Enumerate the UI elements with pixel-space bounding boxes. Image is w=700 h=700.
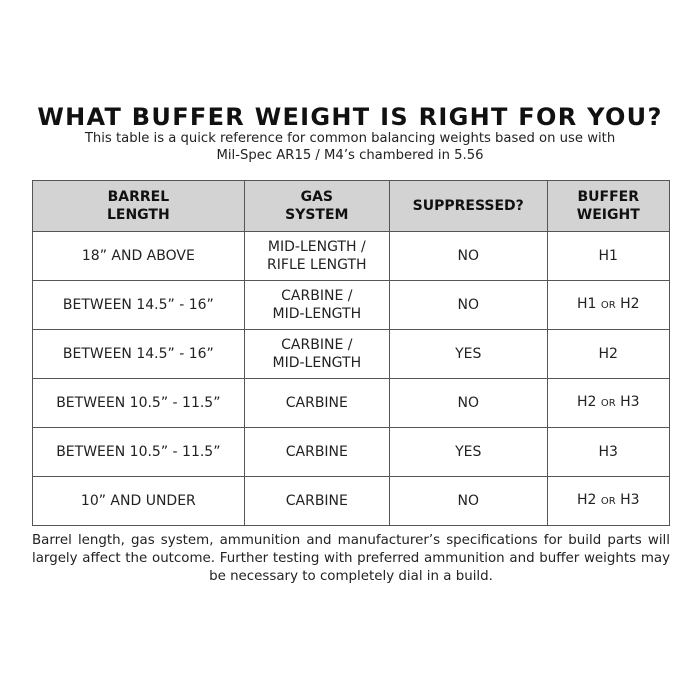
gas-system-line: RIFLE LENGTH: [267, 257, 367, 273]
gas-system-cell: CARBINE / MID-LENGTH: [243, 280, 390, 330]
table-row: BETWEEN 14.5” - 16” CARBINE / MID-LENGTH YE…: [32, 329, 671, 379]
gas-system-cell: CARBINE: [243, 378, 390, 428]
gas-system-cell: MID-LENGTH / RIFLE LENGTH: [243, 231, 390, 281]
table-row: 18” AND ABOVE MID-LENGTH / RIFLE LENGTH NO H…: [32, 231, 671, 281]
buffer-weight-text: H3: [620, 492, 640, 508]
subtitle-line: This table is a quick reference for comm…: [84, 131, 616, 146]
table-row: BETWEEN 10.5” - 11.5” CARBINE YES H3: [32, 427, 671, 477]
suppressed-cell: YES: [388, 329, 548, 379]
gas-system-line: CARBINE: [285, 395, 348, 411]
suppressed-cell: YES: [388, 427, 548, 477]
barrel-length-cell: BETWEEN 14.5” - 16”: [32, 280, 245, 330]
gas-system-cell: CARBINE: [243, 476, 390, 526]
buffer-weight-cell: H1: [546, 231, 671, 281]
footnote: Barrel length, gas system, ammunition an…: [32, 533, 670, 584]
buffer-weight-cell: H2: [546, 329, 671, 379]
table-header-row: BARREL LENGTH GAS SYSTEM SUPPRESSED? BUFFER WE…: [32, 180, 671, 232]
column-header: GAS SYSTEM: [243, 180, 390, 232]
barrel-length-cell: 10” AND UNDER: [32, 476, 245, 526]
column-header: SUPPRESSED?: [388, 180, 548, 232]
suppressed-cell: NO: [388, 378, 548, 428]
buffer-weight-text: OR: [600, 300, 616, 311]
column-header-line: SYSTEM: [285, 207, 349, 223]
buffer-weight-text: OR: [600, 496, 616, 507]
buffer-weight-text: H2: [598, 346, 618, 362]
subtitle: This table is a quick reference for comm…: [0, 130, 700, 164]
table-row: 10” AND UNDER CARBINE NO H2 OR H3: [32, 476, 671, 526]
buffer-weight-text: H2: [576, 394, 597, 410]
gas-system-line: CARBINE /: [281, 337, 353, 353]
column-header-line: WEIGHT: [576, 207, 640, 223]
buffer-weight-cell: H2 OR H3: [546, 476, 671, 526]
buffer-weight-cell: H1 OR H2: [546, 280, 671, 330]
buffer-weight-text: H2: [620, 296, 640, 312]
gas-system-cell: CARBINE / MID-LENGTH: [243, 329, 390, 379]
gas-system-line: MID-LENGTH: [272, 355, 362, 371]
gas-system-line: CARBINE: [285, 444, 348, 460]
column-header: BUFFER WEIGHT: [546, 180, 671, 232]
buffer-weight-cell: H2 OR H3: [546, 378, 671, 428]
column-header-line: SUPPRESSED?: [412, 198, 524, 214]
buffer-weight-text: H3: [598, 444, 618, 460]
page-title: WHAT BUFFER WEIGHT IS RIGHT FOR YOU?: [37, 103, 663, 131]
buffer-weight-text: OR: [600, 398, 616, 409]
gas-system-line: CARBINE /: [281, 288, 353, 304]
column-header-line: BARREL: [107, 189, 170, 205]
suppressed-cell: NO: [388, 476, 548, 526]
column-header-line: LENGTH: [106, 207, 170, 223]
gas-system-cell: CARBINE: [243, 427, 390, 477]
buffer-weight-text: H1: [576, 296, 597, 312]
suppressed-cell: NO: [388, 231, 548, 281]
table-row: BETWEEN 14.5” - 16” CARBINE / MID-LENGTH NO…: [32, 280, 671, 330]
subtitle-line: Mil-Spec AR15 / M4’s chambered in 5.56: [216, 148, 484, 163]
gas-system-line: MID-LENGTH /: [267, 239, 366, 255]
table-row: BETWEEN 10.5” - 11.5” CARBINE NO H2 OR H3: [32, 378, 671, 428]
gas-system-line: MID-LENGTH: [272, 306, 362, 322]
suppressed-cell: NO: [388, 280, 548, 330]
buffer-weight-table: BARREL LENGTH GAS SYSTEM SUPPRESSED? BUFFER WE…: [32, 180, 671, 526]
column-header-line: GAS: [300, 189, 334, 205]
gas-system-line: CARBINE: [285, 493, 348, 509]
column-header: BARREL LENGTH: [32, 180, 245, 232]
buffer-weight-cell: H3: [546, 427, 671, 477]
barrel-length-cell: BETWEEN 10.5” - 11.5”: [32, 427, 245, 477]
buffer-weight-text: H2: [576, 492, 597, 508]
barrel-length-cell: 18” AND ABOVE: [32, 231, 245, 281]
barrel-length-cell: BETWEEN 10.5” - 11.5”: [32, 378, 245, 428]
barrel-length-cell: BETWEEN 14.5” - 16”: [32, 329, 245, 379]
buffer-weight-text: H1: [598, 248, 618, 264]
column-header-line: BUFFER: [577, 189, 640, 205]
buffer-weight-text: H3: [620, 394, 640, 410]
